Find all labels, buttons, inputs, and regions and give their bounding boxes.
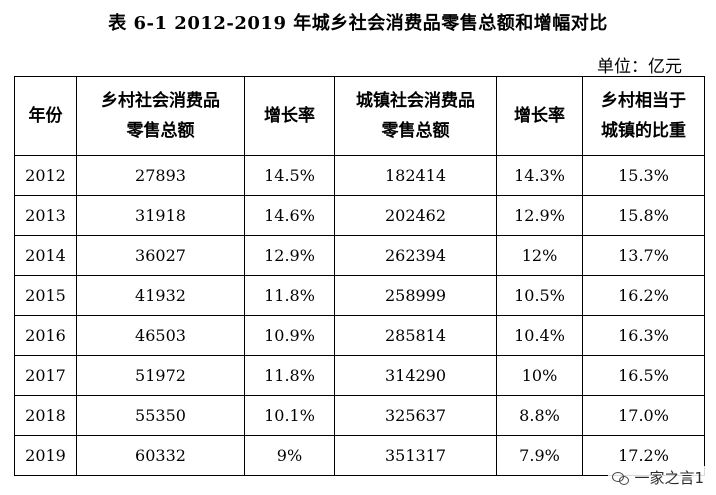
- header-ratio: 乡村相当于 城镇的比重: [582, 76, 705, 156]
- cell-rural-total: 46503: [76, 315, 245, 356]
- cell-rural-growth: 9%: [244, 435, 335, 476]
- cell-rural-total: 27893: [76, 155, 245, 196]
- cell-year: 2015: [14, 275, 77, 316]
- cell-year: 2016: [14, 315, 77, 356]
- header-ratio-line1: 乡村相当于: [601, 91, 686, 111]
- header-rural-growth: 增长率: [244, 76, 335, 156]
- header-urban-total-line2: 零售总额: [381, 121, 450, 141]
- cell-ratio: 13.7%: [582, 235, 705, 276]
- cell-urban-total: 314290: [334, 355, 497, 396]
- watermark-text: 一家之言1: [634, 469, 704, 487]
- table-row: 2012 27893 14.5% 182414 14.3% 15.3%: [14, 155, 705, 196]
- table-row: 2018 55350 10.1% 325637 8.8% 17.0%: [14, 395, 705, 436]
- header-urban-total: 城镇社会消费品 零售总额: [334, 76, 497, 156]
- header-rural-total: 乡村社会消费品 零售总额: [76, 76, 245, 156]
- header-rural-total-line2: 零售总额: [126, 121, 195, 141]
- cell-ratio: 15.3%: [582, 155, 705, 196]
- cell-urban-growth: 12%: [496, 235, 583, 276]
- cell-urban-total: 262394: [334, 235, 497, 276]
- cell-ratio: 15.8%: [582, 195, 705, 236]
- cell-rural-total: 51972: [76, 355, 245, 396]
- table-row: 2015 41932 11.8% 258999 10.5% 16.2%: [14, 275, 705, 316]
- cell-rural-growth: 14.5%: [244, 155, 335, 196]
- watermark: 一家之言1: [608, 466, 708, 489]
- cell-ratio: 16.2%: [582, 275, 705, 316]
- cell-urban-total: 285814: [334, 315, 497, 356]
- table-row: 2013 31918 14.6% 202462 12.9% 15.8%: [14, 195, 705, 236]
- header-urban-total-line1: 城镇社会消费品: [356, 91, 475, 111]
- cell-rural-total: 41932: [76, 275, 245, 316]
- table-row: 2014 36027 12.9% 262394 12% 13.7%: [14, 235, 705, 276]
- cell-year: 2019: [14, 435, 77, 476]
- cell-rural-total: 55350: [76, 395, 245, 436]
- cell-urban-growth: 10.5%: [496, 275, 583, 316]
- cell-rural-total: 36027: [76, 235, 245, 276]
- cell-year: 2012: [14, 155, 77, 196]
- cell-year: 2013: [14, 195, 77, 236]
- cell-rural-total: 31918: [76, 195, 245, 236]
- cell-rural-growth: 10.1%: [244, 395, 335, 436]
- cell-rural-growth: 10.9%: [244, 315, 335, 356]
- header-year: 年份: [14, 76, 77, 156]
- cell-year: 2018: [14, 395, 77, 436]
- cell-urban-growth: 12.9%: [496, 195, 583, 236]
- table-row: 2017 51972 11.8% 314290 10% 16.5%: [14, 355, 705, 396]
- cell-ratio: 17.0%: [582, 395, 705, 436]
- cell-urban-growth: 8.8%: [496, 395, 583, 436]
- cell-urban-growth: 14.3%: [496, 155, 583, 196]
- cell-rural-total: 60332: [76, 435, 245, 476]
- table-header-row: 年份 乡村社会消费品 零售总额 增长率 城镇社会消费品 零售总额 增长率 乡村相…: [14, 76, 705, 156]
- data-table: 年份 乡村社会消费品 零售总额 增长率 城镇社会消费品 零售总额 增长率 乡村相…: [14, 76, 705, 476]
- cell-urban-total: 325637: [334, 395, 497, 436]
- table-row: 2016 46503 10.9% 285814 10.4% 16.3%: [14, 315, 705, 356]
- cell-ratio: 16.5%: [582, 355, 705, 396]
- table-row: 2019 60332 9% 351317 7.9% 17.2%: [14, 435, 705, 476]
- wechat-icon: [612, 471, 630, 485]
- cell-rural-growth: 11.8%: [244, 275, 335, 316]
- header-urban-growth: 增长率: [496, 76, 583, 156]
- cell-urban-total: 202462: [334, 195, 497, 236]
- cell-urban-growth: 7.9%: [496, 435, 583, 476]
- unit-label: 单位：亿元: [597, 57, 682, 77]
- cell-rural-growth: 14.6%: [244, 195, 335, 236]
- cell-urban-total: 258999: [334, 275, 497, 316]
- cell-year: 2014: [14, 235, 77, 276]
- cell-ratio: 16.3%: [582, 315, 705, 356]
- cell-rural-growth: 11.8%: [244, 355, 335, 396]
- cell-urban-total: 182414: [334, 155, 497, 196]
- header-ratio-line2: 城镇的比重: [601, 121, 686, 141]
- cell-urban-growth: 10%: [496, 355, 583, 396]
- table-title: 表 6-1 2012-2019 年城乡社会消费品零售总额和增幅对比: [108, 13, 608, 34]
- header-rural-total-line1: 乡村社会消费品: [101, 91, 220, 111]
- cell-urban-total: 351317: [334, 435, 497, 476]
- cell-year: 2017: [14, 355, 77, 396]
- cell-rural-growth: 12.9%: [244, 235, 335, 276]
- cell-urban-growth: 10.4%: [496, 315, 583, 356]
